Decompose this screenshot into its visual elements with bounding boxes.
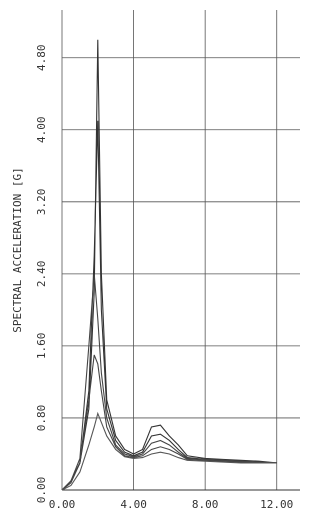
y-tick-label: 4.00 <box>35 117 48 144</box>
y-tick-label: 1.60 <box>35 333 48 360</box>
x-tick-label: 12.00 <box>260 498 293 511</box>
y-tick-label: 0.00 <box>35 477 48 504</box>
y-tick-label: 0.80 <box>35 405 48 432</box>
y-tick-label: 2.40 <box>35 261 48 288</box>
x-tick-label: 8.00 <box>192 498 219 511</box>
series-line <box>61 273 277 491</box>
series-line <box>61 411 277 491</box>
x-tick-label: 0.00 <box>49 498 76 511</box>
y-axis-title: SPECTRAL ACCELERATION [G] <box>11 167 24 333</box>
y-tick-label: 3.20 <box>35 189 48 216</box>
y-tick-label: 4.80 <box>35 44 48 70</box>
series-line <box>61 120 277 491</box>
series-line <box>61 39 277 491</box>
series-line <box>61 354 277 491</box>
x-tick-label: 4.00 <box>120 498 147 511</box>
